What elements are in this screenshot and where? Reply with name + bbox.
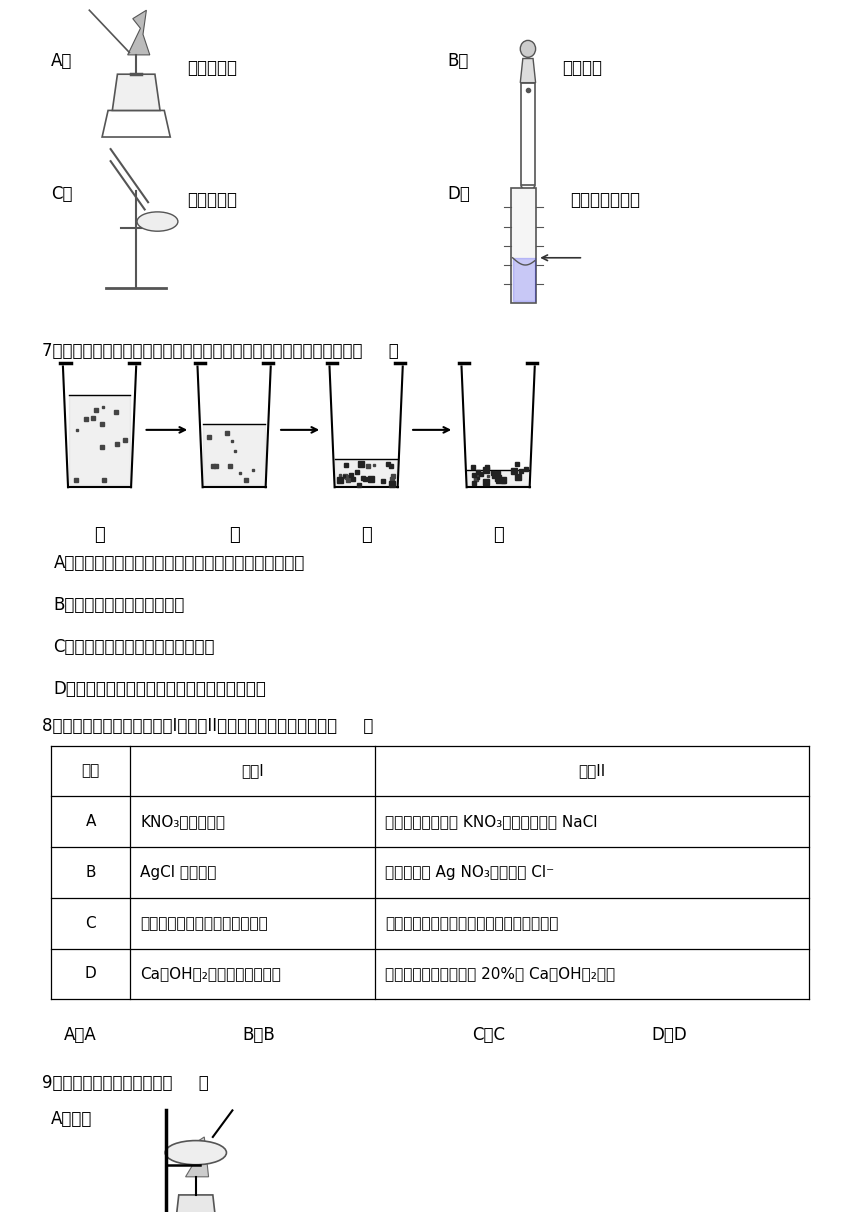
Text: 在食物中可适量使用食品添加剂: 在食物中可适量使用食品添加剂 (140, 916, 268, 930)
Text: C．丙和丁溶液中溶质质量分数相同: C．丙和丁溶液中溶质质量分数相同 (53, 638, 215, 657)
Text: Ca（OH）₂能制成澄清石灰水: Ca（OH）₂能制成澄清石灰水 (140, 967, 281, 981)
Text: B．乙烧杯的溶液是饱和溶液: B．乙烧杯的溶液是饱和溶液 (53, 596, 185, 614)
Text: AgCl 难溶于水: AgCl 难溶于水 (140, 865, 217, 880)
Polygon shape (127, 10, 150, 55)
Text: D: D (85, 967, 96, 981)
Text: A: A (85, 815, 95, 829)
Text: 食品添加剂都是用来增加食物的营养成分的: 食品添加剂都是用来增加食物的营养成分的 (385, 916, 558, 930)
Polygon shape (186, 1137, 209, 1177)
Bar (511, 188, 537, 303)
Text: C．: C． (51, 185, 72, 203)
Ellipse shape (137, 212, 178, 231)
Text: 用蒸发结晶法除去 KNO₃中混有少量的 NaCl: 用蒸发结晶法除去 KNO₃中混有少量的 NaCl (385, 815, 598, 829)
Text: 丁: 丁 (493, 525, 503, 544)
Bar (521, 83, 535, 185)
Ellipse shape (520, 40, 536, 57)
Text: A．蒸发: A．蒸发 (51, 1110, 92, 1128)
Text: 叙述II: 叙述II (578, 764, 605, 778)
Text: 读出液体的体积: 读出液体的体积 (570, 191, 641, 209)
Text: 滴加液体: 滴加液体 (562, 58, 602, 77)
Text: 移开蒸发皿: 移开蒸发皿 (187, 191, 237, 209)
Text: C: C (85, 916, 96, 930)
Text: 点燃酒精灯: 点燃酒精灯 (187, 58, 237, 77)
Text: 甲: 甲 (95, 525, 105, 544)
Text: 7．下图是恒温下模拟海水晒盐的过程示意图，根据图示判断正确的是（     ）: 7．下图是恒温下模拟海水晒盐的过程示意图，根据图示判断正确的是（ ） (42, 343, 399, 360)
Text: D．甲乙烧杯中的溶液溶质的质量分数可能相同: D．甲乙烧杯中的溶液溶质的质量分数可能相同 (53, 681, 267, 698)
Text: 丙: 丙 (360, 525, 372, 544)
Ellipse shape (165, 1141, 226, 1165)
Text: 乙: 乙 (229, 525, 239, 544)
Text: 选项: 选项 (82, 764, 100, 778)
Polygon shape (520, 58, 536, 83)
Text: 叙述I: 叙述I (241, 764, 264, 778)
Text: A．A: A．A (64, 1026, 96, 1043)
Polygon shape (113, 74, 160, 111)
Text: C．C: C．C (473, 1026, 506, 1043)
Text: D．D: D．D (651, 1026, 687, 1043)
Text: 9．下列实验操作正确的是（     ）: 9．下列实验操作正确的是（ ） (42, 1074, 209, 1092)
Text: B．B: B．B (243, 1026, 275, 1043)
Text: KNO₃的溶解度大: KNO₃的溶解度大 (140, 815, 225, 829)
Text: B．: B． (447, 52, 469, 71)
Text: 8．下列有关化学知识的叙述I和叙述II均正确并有因果关系的是（     ）: 8．下列有关化学知识的叙述I和叙述II均正确并有因果关系的是（ ） (42, 716, 374, 734)
Text: A．氯化钠溶解度受温度影响不大，且随温度升高而增大: A．氯化钠溶解度受温度影响不大，且随温度升高而增大 (53, 553, 305, 572)
Text: A．: A． (51, 52, 72, 71)
Text: 可配制溶质质量分数为 20%的 Ca（OH）₂溶液: 可配制溶质质量分数为 20%的 Ca（OH）₂溶液 (385, 967, 615, 981)
Polygon shape (175, 1195, 216, 1216)
Text: 用稀硝酸和 Ag NO₃溶液检验 Cl⁻: 用稀硝酸和 Ag NO₃溶液检验 Cl⁻ (385, 865, 554, 880)
Text: B: B (85, 865, 95, 880)
Text: D．: D． (447, 185, 470, 203)
